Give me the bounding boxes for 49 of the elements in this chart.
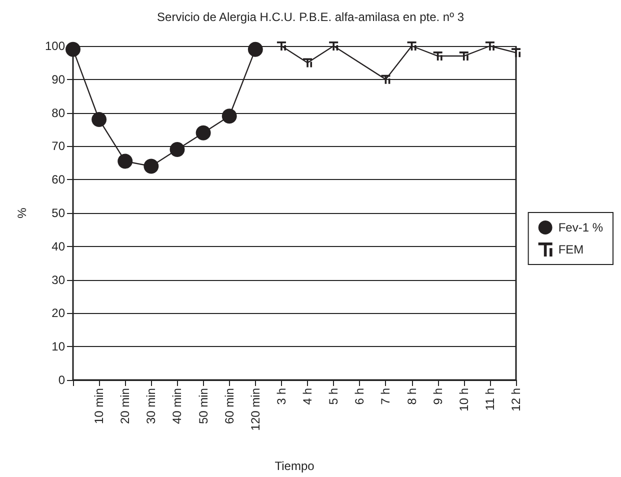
x-tick-label: 12 h [509,388,523,412]
y-axis-title: % [15,207,29,218]
x-tick-label: 30 min [144,388,158,424]
point [170,142,185,158]
legend-label: FEM [558,242,584,256]
y-tick-label: 70 [52,139,66,154]
x-tick-label: 6 h [352,388,367,405]
y-tick-label: 60 [52,172,66,187]
point [66,42,80,57]
y-tick-label: 100 [44,39,66,53]
point [303,58,312,68]
point [512,48,520,58]
chart-title: Servicio de Alergia H.C.U. P.B.E. alfa-amilasa en pte. nº 3 [157,10,464,24]
point [407,42,416,50]
y-tick-label: 30 [52,272,66,287]
x-tick-label: 60 min [222,388,236,424]
x-axis-title: Tiempo [274,459,315,473]
y-tick-label: 20 [52,306,66,320]
point [485,42,494,50]
x-tick-label: 10 min [92,388,106,424]
point [248,42,263,57]
x-tick-label: 9 h [430,388,445,405]
legend-label: Fev-1 % [558,220,604,234]
y-tick-label: 50 [52,206,66,220]
x-tick-label: 11 h [482,388,497,410]
point [433,52,442,61]
x-tick-label: 4 h [300,388,315,405]
point [329,42,338,50]
y-tick-label: 40 [52,239,66,254]
y-tick-label: 90 [52,72,66,86]
x-tick-label: 3 h [274,388,288,405]
x-tick-label: 7 h [378,388,393,405]
point [459,52,468,61]
point [196,125,211,140]
point [276,42,286,50]
point [118,154,133,169]
x-tick-label: 50 min [196,388,210,424]
x-tick-label: 20 min [118,388,132,424]
y-tick-label: 80 [52,106,66,120]
point [222,108,237,124]
x-tick-label: 120 min [248,388,262,431]
point [92,112,107,127]
x-tick-label: 8 h [404,388,419,405]
x-tick-label: 40 min [170,388,184,424]
point [144,158,159,174]
y-tick-label: 10 [52,340,66,354]
x-tick-label: 10 h [456,388,471,412]
y-tick-label: 0 [58,373,66,387]
x-tick-label: 5 h [326,388,341,405]
